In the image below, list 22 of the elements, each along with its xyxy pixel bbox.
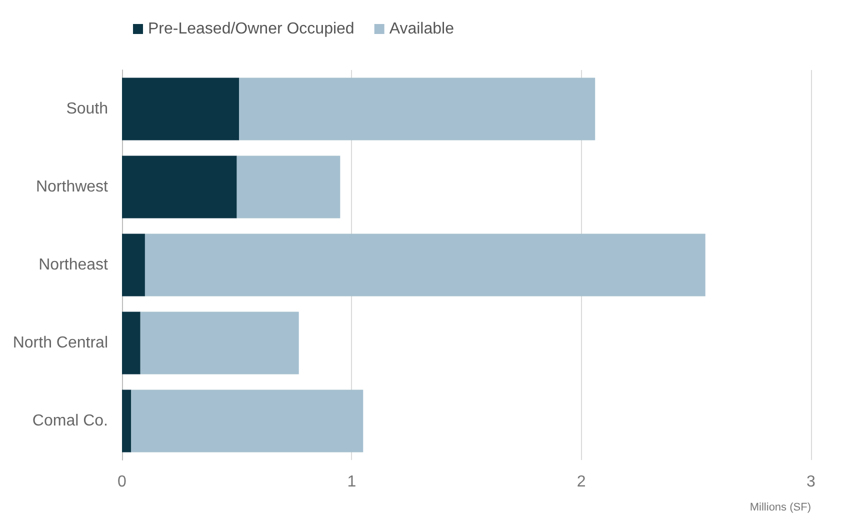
bar	[144, 234, 706, 296]
y-tick-label: Northeast	[38, 256, 109, 274]
x-tick-label: 2	[576, 474, 586, 490]
bar	[122, 78, 240, 140]
y-tick-label: Northwest	[36, 178, 109, 196]
bar	[122, 390, 132, 452]
x-tick-label: 0	[118, 474, 127, 490]
bar	[131, 390, 364, 452]
bar	[239, 78, 596, 140]
bar	[122, 312, 140, 374]
x-tick-label: 1	[347, 474, 356, 490]
bar	[122, 156, 237, 218]
legend-label: Available	[389, 20, 454, 38]
legend-label: Pre-Leased/Owner Occupied	[148, 20, 354, 38]
y-tick-label: South	[66, 100, 108, 118]
x-tick-label: 3	[806, 474, 816, 490]
bar	[140, 312, 299, 374]
y-tick-label: Comal Co.	[32, 412, 108, 430]
x-axis-title: Millions (SF)	[750, 502, 811, 514]
bar	[236, 156, 340, 218]
y-tick-label: North Central	[12, 334, 108, 352]
bar	[122, 234, 145, 296]
